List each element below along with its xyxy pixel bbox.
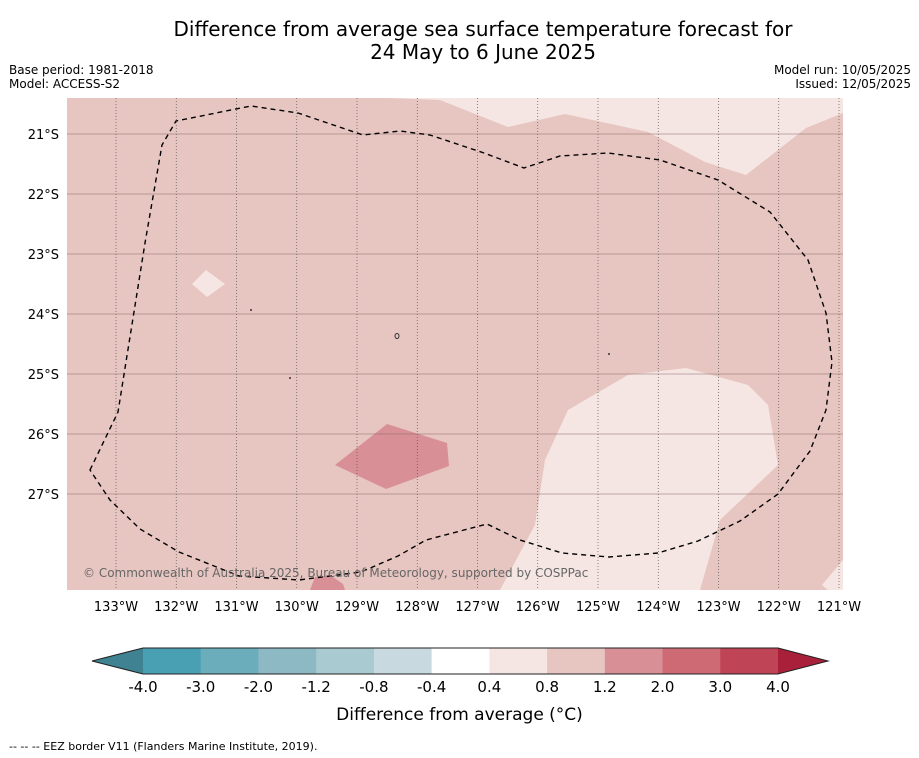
longitude-tick-label: 131°W	[214, 600, 258, 615]
copyright-watermark: © Commonwealth of Australia 2025, Bureau…	[83, 566, 588, 580]
colorbar-over-arrow	[778, 648, 828, 674]
model-name: Model: ACCESS-S2	[9, 77, 121, 91]
latitude-tick-label: 25°S	[28, 368, 59, 383]
colorbar-swatch	[547, 648, 606, 674]
longitude-tick-label: 126°W	[516, 600, 560, 615]
colorbar: -4.0 -3.0 -2.0 -1.2 -0.8 -0.4 0.4 0.8 1.2 2.0 3.0 4…	[91, 647, 830, 696]
latitude-tick-label: 23°S	[28, 248, 59, 263]
base-period: Base period: 1981-2018	[9, 63, 154, 77]
longitude-tick-label: 124°W	[636, 600, 680, 615]
colorbar-swatch	[720, 648, 779, 674]
colorbar-tick-label: -2.0	[244, 678, 273, 696]
map-figure: © Commonwealth of Australia 2025, Bureau…	[28, 98, 861, 696]
graticule	[67, 98, 843, 590]
longitude-tick-label: 122°W	[757, 600, 801, 615]
title-line-1: Difference from average sea surface temp…	[173, 17, 793, 41]
colorbar-tick-label: 2.0	[651, 678, 675, 696]
colorbar-swatch	[258, 648, 317, 674]
latitude-tick-label: 27°S	[28, 488, 59, 503]
colorbar-label: Difference from average (°C)	[336, 705, 583, 725]
title-line-2: 24 May to 6 June 2025	[370, 40, 596, 64]
island-dot	[608, 353, 610, 355]
colorbar-swatch	[373, 648, 433, 674]
anomaly-region-light-north	[388, 98, 843, 175]
anomaly-region-warm-edge	[310, 575, 345, 590]
colorbar-swatch	[316, 648, 375, 674]
colorbar-tick-label: 3.0	[708, 678, 732, 696]
colorbar-under-arrow	[92, 648, 143, 674]
longitude-tick-label: 125°W	[576, 600, 620, 615]
map-title: Difference from average sea surface temp…	[0, 18, 919, 64]
longitude-tick-label: 128°W	[395, 600, 439, 615]
colorbar-tick-label: -1.2	[302, 678, 331, 696]
colorbar-swatch	[662, 648, 721, 674]
anomaly-region-light-patch	[192, 270, 225, 297]
longitude-tick-label: 129°W	[335, 600, 379, 615]
colorbar-tick-label: -4.0	[128, 678, 157, 696]
colorbar-swatch	[200, 648, 259, 674]
longitude-tick-label: 132°W	[154, 600, 198, 615]
colorbar-tick-label: 4.0	[766, 678, 790, 696]
colorbar-tick-label: -0.8	[359, 678, 388, 696]
longitude-tick-label: 127°W	[455, 600, 499, 615]
longitude-tick-label: 123°W	[696, 600, 740, 615]
latitude-axis: 21°S 22°S 23°S 24°S 25°S 26°S 27°S	[28, 128, 59, 503]
model-run: Model run: 10/05/2025	[773, 63, 911, 77]
eez-legend-note: -- -- -- EEZ border V11 (Flanders Marine…	[9, 740, 318, 753]
colorbar-swatch	[489, 648, 548, 674]
island-dot	[289, 377, 291, 379]
longitude-tick-label: 121°W	[817, 600, 861, 615]
meta-right: Model run: 10/05/2025 Issued: 12/05/2025	[774, 63, 911, 91]
colorbar-tick-label: -3.0	[186, 678, 215, 696]
anomaly-region-light-corner	[822, 560, 843, 590]
longitude-axis: 133°W 132°W 131°W 130°W 129°W 128°W 127°W 126°W…	[94, 600, 861, 615]
anomaly-base-field	[67, 98, 843, 590]
longitude-tick-label: 133°W	[94, 600, 138, 615]
island-outline	[394, 333, 400, 339]
latitude-tick-label: 22°S	[28, 188, 59, 203]
colorbar-tick-label: 1.2	[593, 678, 617, 696]
colorbar-tick-label: -0.4	[417, 678, 446, 696]
island-dot	[250, 309, 252, 311]
colorbar-swatch	[604, 648, 664, 674]
colorbar-tick-label: 0.8	[535, 678, 559, 696]
issued-date: Issued: 12/05/2025	[795, 77, 911, 91]
latitude-tick-label: 24°S	[28, 308, 59, 323]
longitude-tick-label: 130°W	[275, 600, 319, 615]
colorbar-tick-label: 0.4	[477, 678, 501, 696]
anomaly-region-warm-patch	[335, 424, 449, 489]
colorbar-swatch	[143, 648, 202, 674]
map-plot-area	[67, 98, 843, 590]
colorbar-swatch	[431, 648, 490, 674]
meta-left: Base period: 1981-2018 Model: ACCESS-S2	[9, 63, 154, 91]
anomaly-region-light-south	[500, 368, 778, 590]
latitude-tick-label: 26°S	[28, 428, 59, 443]
colorbar-outline	[91, 647, 830, 675]
latitude-tick-label: 21°S	[28, 128, 59, 143]
eez-border	[89, 105, 833, 581]
